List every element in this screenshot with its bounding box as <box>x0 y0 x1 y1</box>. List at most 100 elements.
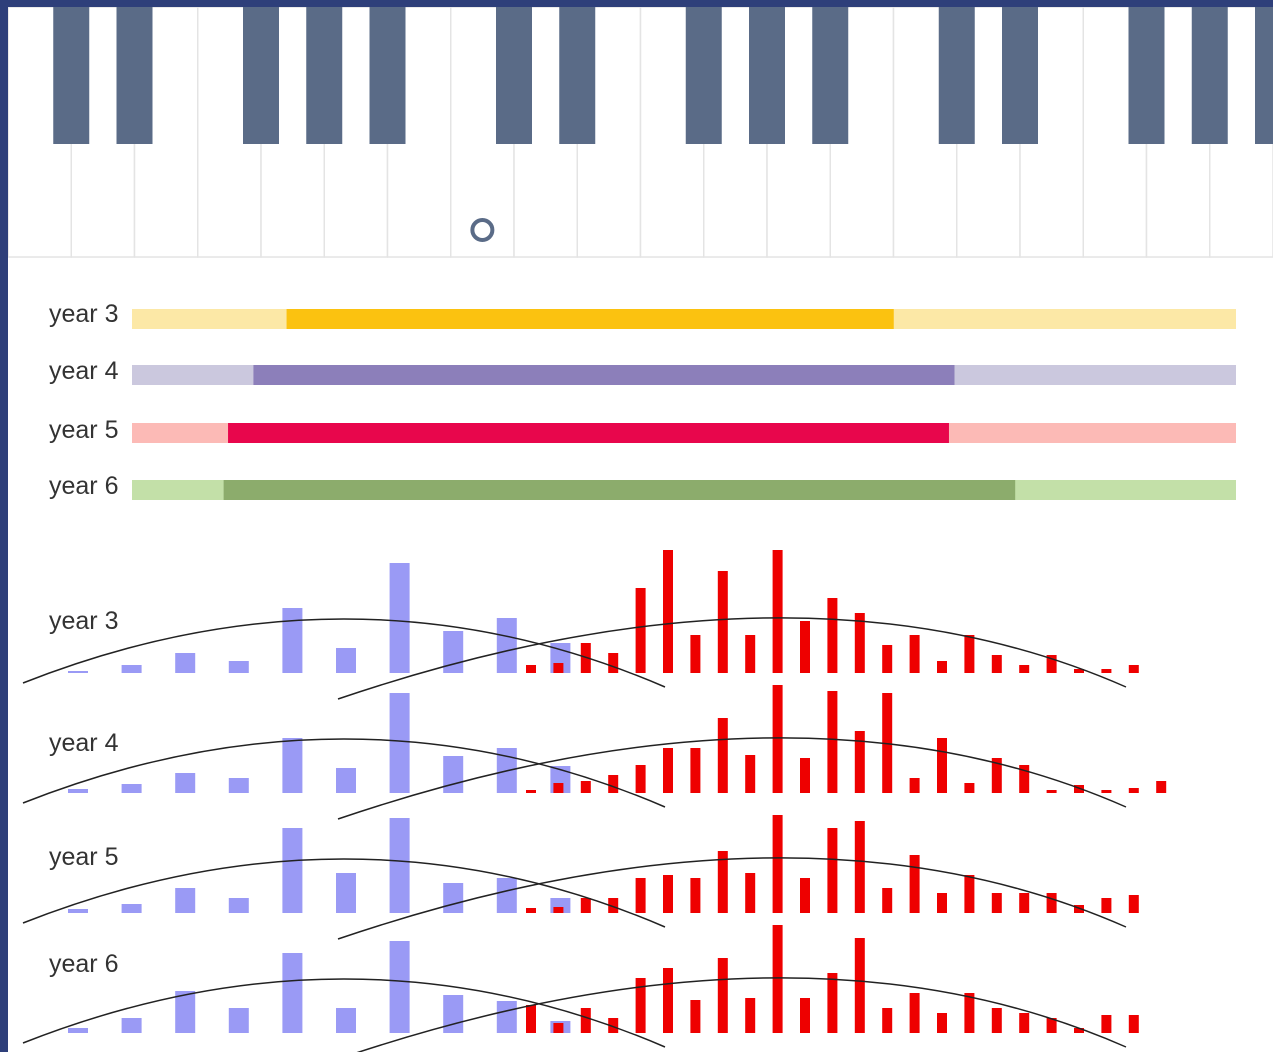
high-range-curve <box>337 617 1127 700</box>
low-range-bar <box>121 1018 142 1033</box>
high-range-bar <box>608 775 619 793</box>
high-range-bar <box>635 765 646 793</box>
high-range-bar <box>553 907 564 913</box>
high-range-bar <box>580 643 591 673</box>
low-range-bar <box>496 1001 517 1033</box>
high-range-bar <box>854 613 865 673</box>
black-key[interactable] <box>369 7 406 144</box>
low-range-bar <box>175 773 196 793</box>
low-range-bar <box>228 661 249 673</box>
black-key[interactable] <box>1002 7 1038 144</box>
high-range-bar <box>745 998 756 1033</box>
high-range-bar <box>745 755 756 793</box>
black-key[interactable] <box>1255 7 1273 144</box>
high-range-bar <box>690 878 701 913</box>
high-range-bar <box>1019 765 1030 793</box>
high-range-bar <box>964 783 975 793</box>
high-range-bar <box>526 665 536 673</box>
low-range-bar <box>389 941 410 1033</box>
range-bar-core <box>223 480 1016 500</box>
high-range-bar <box>800 621 810 673</box>
low-range-bar <box>336 1008 356 1033</box>
high-range-bar <box>580 1008 591 1033</box>
low-range-bar <box>68 789 88 793</box>
low-range-curve <box>22 618 666 688</box>
black-key[interactable] <box>53 7 90 144</box>
low-range-bar <box>336 648 356 673</box>
high-range-bar <box>882 645 893 673</box>
high-range-bar <box>1019 1013 1030 1033</box>
high-range-bar <box>937 893 947 913</box>
low-range-bar <box>550 898 571 913</box>
high-range-bar <box>854 938 865 1033</box>
high-range-bar <box>800 998 810 1033</box>
range-bar-core <box>228 423 949 443</box>
high-range-bar <box>1074 1028 1084 1033</box>
high-range-bar <box>1156 781 1167 793</box>
high-range-bar <box>663 550 673 673</box>
low-range-bar <box>550 766 571 793</box>
low-range-bar <box>68 909 88 913</box>
range-label-year-6: year 6 <box>49 472 119 500</box>
range-bar-full <box>132 365 1236 385</box>
high-range-bar <box>991 758 1002 793</box>
low-range-bar <box>496 618 517 673</box>
black-key[interactable] <box>812 7 849 144</box>
low-range-curve <box>22 858 666 928</box>
black-key[interactable] <box>116 7 153 144</box>
low-range-bar <box>228 778 249 793</box>
high-range-bar <box>717 958 728 1033</box>
low-range-bar <box>550 643 571 673</box>
high-range-bar <box>717 851 728 913</box>
black-key[interactable] <box>306 7 343 144</box>
high-range-bar <box>1074 905 1084 913</box>
high-range-bar <box>909 855 920 913</box>
chart-title-year-4: year 4 <box>49 729 119 757</box>
chart-title-year-6: year 6 <box>49 950 119 978</box>
high-range-bar <box>1101 790 1112 793</box>
high-range-bar <box>964 635 975 673</box>
piano-keyboard[interactable] <box>8 7 1273 267</box>
black-key[interactable] <box>496 7 532 144</box>
low-range-bar <box>336 873 356 913</box>
high-range-bar <box>909 778 920 793</box>
black-key[interactable] <box>1128 7 1165 144</box>
high-range-bar <box>717 571 728 673</box>
high-range-bar <box>882 693 893 793</box>
high-range-bar <box>1046 893 1057 913</box>
low-range-bar <box>121 784 142 793</box>
high-range-bar <box>854 731 865 793</box>
high-range-bar <box>745 873 756 913</box>
high-range-bar <box>1019 665 1030 673</box>
high-range-bar <box>772 550 783 673</box>
high-range-bar <box>526 1005 536 1033</box>
high-range-bar <box>1128 1015 1139 1033</box>
black-key[interactable] <box>1191 7 1228 144</box>
black-key[interactable] <box>559 7 596 144</box>
high-range-bar <box>526 908 536 913</box>
circle-marker-icon <box>470 218 495 242</box>
high-range-bar <box>1074 669 1084 673</box>
high-range-bar <box>772 815 783 913</box>
black-key[interactable] <box>685 7 722 144</box>
black-key[interactable] <box>749 7 785 144</box>
high-range-bar <box>1128 788 1139 793</box>
high-range-bar <box>964 993 975 1033</box>
high-range-bar <box>800 758 810 793</box>
high-range-bar <box>580 781 591 793</box>
high-range-bar <box>635 978 646 1033</box>
black-key[interactable] <box>243 7 279 144</box>
app-canvas: year 3 year 4 year 5 year 6 year 3 year … <box>8 7 1273 1052</box>
range-label-year-5: year 5 <box>49 416 119 444</box>
range-bar-full <box>132 480 1236 500</box>
high-range-bar <box>854 821 865 913</box>
high-range-bar <box>937 738 947 793</box>
low-range-bar <box>443 631 464 673</box>
high-range-bar <box>1101 669 1112 673</box>
low-range-bar <box>121 904 142 913</box>
high-range-bar <box>827 598 838 673</box>
range-bar-core <box>286 309 894 329</box>
black-key[interactable] <box>938 7 975 144</box>
high-range-bar <box>937 1013 947 1033</box>
low-range-bar <box>68 671 88 673</box>
